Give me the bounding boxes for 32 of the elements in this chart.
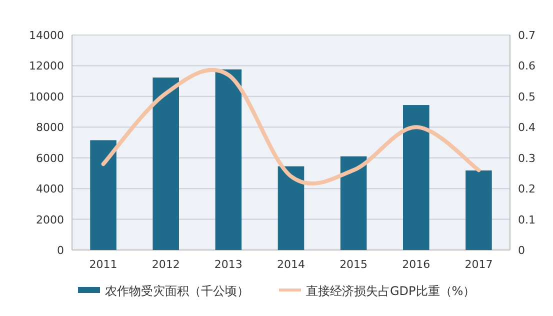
y-tick-label: 6000 xyxy=(36,152,64,165)
bar xyxy=(466,170,492,250)
bar xyxy=(403,105,430,250)
legend-label: 直接经济损失占GDP比重（%） xyxy=(306,284,476,298)
y2-tick-label: 0.6 xyxy=(518,60,536,73)
y-tick-label: 4000 xyxy=(36,182,64,196)
y2-tick-label: 0 xyxy=(518,244,525,257)
x-tick-label: 2011 xyxy=(89,258,118,271)
x-tick-label: 2017 xyxy=(464,258,493,271)
y-tick-label: 14000 xyxy=(29,29,64,42)
y-tick-label: 8000 xyxy=(36,121,64,134)
x-tick-label: 2013 xyxy=(214,258,242,271)
x-tick-label: 2016 xyxy=(402,258,430,271)
y-tick-label: 2000 xyxy=(36,213,64,226)
bar xyxy=(340,156,367,250)
y2-tick-label: 0.3 xyxy=(518,152,536,165)
bar xyxy=(90,140,116,250)
x-tick-label: 2014 xyxy=(277,258,305,271)
bar xyxy=(152,78,179,250)
y-tick-label: 10000 xyxy=(29,90,64,104)
y-tick-label: 0 xyxy=(57,244,64,257)
x-tick-label: 2012 xyxy=(152,258,180,271)
y2-tick-label: 0.2 xyxy=(518,182,536,196)
bar xyxy=(215,69,242,250)
y2-tick-label: 0.5 xyxy=(518,90,536,104)
legend-label: 农作物受灾面积（千公顷） xyxy=(105,284,249,298)
x-tick-label: 2015 xyxy=(340,258,368,271)
y-tick-label: 12000 xyxy=(29,60,64,73)
y2-tick-label: 0.1 xyxy=(518,213,536,226)
y2-tick-label: 0.7 xyxy=(518,29,536,42)
y2-tick-label: 0.4 xyxy=(518,121,536,134)
bar xyxy=(278,166,304,250)
